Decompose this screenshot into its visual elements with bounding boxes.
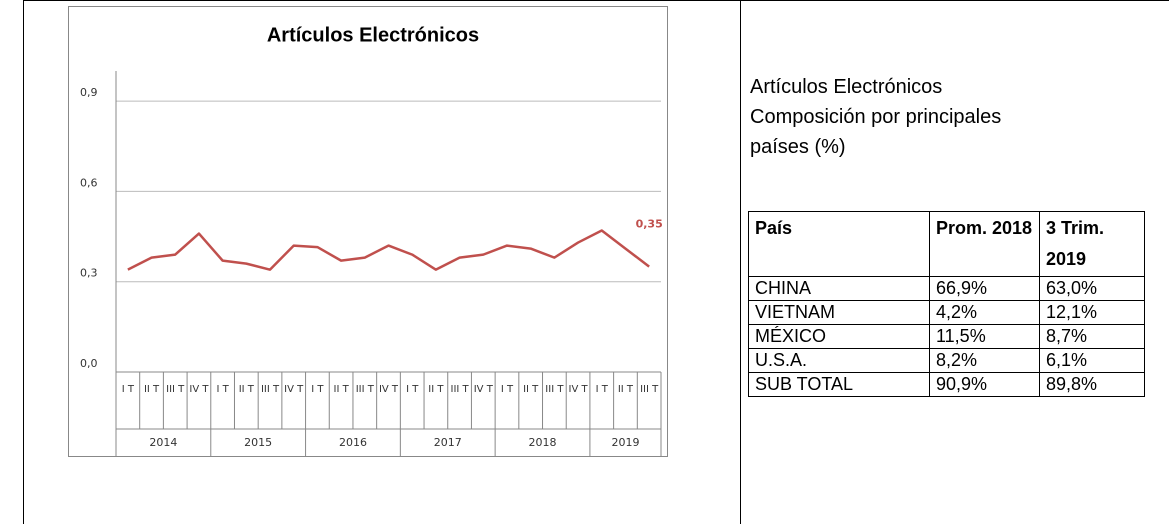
cell: 89,8%: [1039, 372, 1145, 397]
y-tick-label: 0,0: [80, 357, 98, 370]
y-tick-label: 0,9: [80, 86, 98, 99]
x-tick-label: II T: [618, 384, 634, 395]
cell: U.S.A.: [748, 348, 930, 373]
x-tick-label: I T: [501, 384, 514, 395]
x-tick-label: III T: [640, 384, 659, 395]
x-tick-label: III T: [451, 384, 470, 395]
x-tick-label: IV T: [379, 384, 399, 395]
header-cell: Prom. 2018: [929, 211, 1040, 277]
chart-title: Artículos Electrónicos: [267, 24, 479, 46]
cell: 6,1%: [1039, 348, 1145, 373]
row: MÉXICO 11,5% 8,7%: [748, 324, 1145, 349]
cell: 8,2%: [929, 348, 1040, 373]
row: CHINA 66,9% 63,0%: [748, 276, 1145, 301]
x-group-label: 2017: [434, 436, 462, 449]
x-tick-label: I T: [406, 384, 419, 395]
y-tick-label: 0,6: [80, 176, 98, 189]
cell: VIETNAM: [748, 300, 930, 325]
x-tick-label: IV T: [474, 384, 494, 395]
x-tick-label: IV T: [284, 384, 304, 395]
cell: 90,9%: [929, 372, 1040, 397]
row: U.S.A. 8,2% 6,1%: [748, 348, 1145, 373]
cell: SUB TOTAL: [748, 372, 930, 397]
x-tick-label: II T: [239, 384, 255, 395]
x-tick-label: I T: [217, 384, 230, 395]
side-title: Artículos Electrónicos: [750, 76, 943, 98]
x-tick-label: II T: [428, 384, 444, 395]
cell: 8,7%: [1039, 324, 1145, 349]
x-tick-label: III T: [545, 384, 564, 395]
border-left: [23, 0, 24, 524]
x-tick-label: II T: [334, 384, 350, 395]
x-tick-label: IV T: [189, 384, 209, 395]
cell: 66,9%: [929, 276, 1040, 301]
cell: 4,2%: [929, 300, 1040, 325]
border-middle: [740, 0, 741, 524]
cell: 63,0%: [1039, 276, 1145, 301]
x-group-label: 2014: [149, 436, 177, 449]
x-tick-label: I T: [311, 384, 324, 395]
x-tick-label: III T: [166, 384, 185, 395]
side-text: Artículos Electrónicos Composición por p…: [750, 72, 1050, 162]
row: VIETNAM 4,2% 12,1%: [748, 300, 1145, 325]
header-row: País Prom. 2018 3 Trim. 2019: [748, 211, 1145, 277]
line-series: [127, 229, 650, 271]
x-group-label: 2015: [244, 436, 272, 449]
header-cell: País: [748, 211, 930, 277]
cell: MÉXICO: [748, 324, 930, 349]
data-label: 0,35: [636, 218, 663, 231]
cell: CHINA: [748, 276, 930, 301]
x-tick-label: I T: [122, 384, 135, 395]
x-group-label: 2016: [339, 436, 367, 449]
x-group-label: 2019: [611, 436, 639, 449]
side-subtitle: Composición por principales países (%): [750, 106, 1002, 158]
x-tick-label: II T: [523, 384, 539, 395]
x-tick-label: IV T: [569, 384, 589, 395]
x-group-label: 2018: [529, 436, 557, 449]
table: País Prom. 2018 3 Trim. 2019 CHINA 66,9% 6…: [748, 211, 1145, 397]
header-cell: 3 Trim. 2019: [1039, 211, 1145, 277]
x-tick-label: II T: [144, 384, 160, 395]
chart: Artículos Electrónicos 0,0 0,3 0,6 0,9 I T II…: [68, 6, 668, 457]
x-tick-label: I T: [596, 384, 609, 395]
cell: 12,1%: [1039, 300, 1145, 325]
x-tick-label: III T: [261, 384, 280, 395]
x-tick-label: III T: [356, 384, 375, 395]
row: SUB TOTAL 90,9% 89,8%: [748, 372, 1145, 397]
cell: 11,5%: [929, 324, 1040, 349]
y-tick-label: 0,3: [80, 267, 98, 280]
border-top: [23, 0, 1169, 1]
